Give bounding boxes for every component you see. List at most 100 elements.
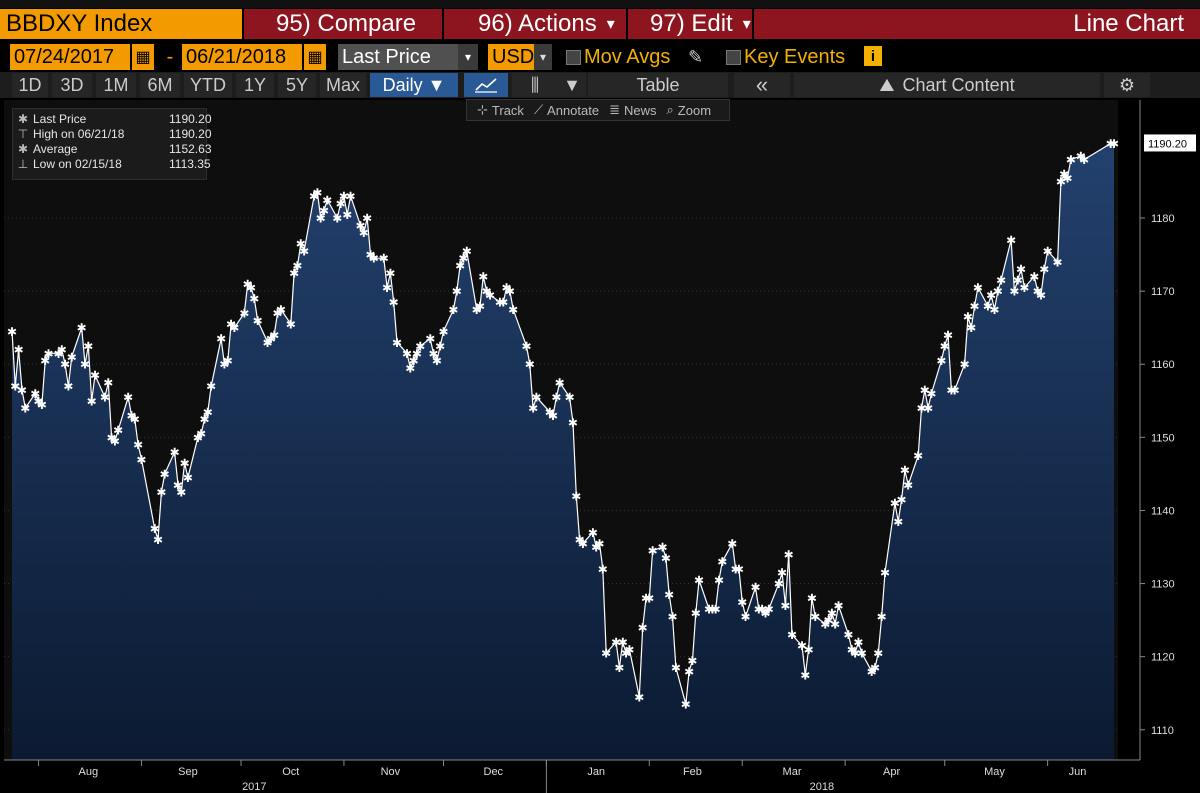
data-point: ✱ — [7, 325, 17, 339]
data-point: ✱ — [498, 296, 508, 310]
currency-dropdown-icon[interactable]: ▾ — [534, 44, 552, 70]
calendar-icon[interactable]: ▦ — [132, 44, 154, 70]
data-point: ✱ — [87, 394, 97, 408]
news-icon[interactable]: ≣ — [609, 102, 620, 117]
chart-style-dropdown-icon[interactable]: ▼ — [558, 73, 586, 97]
data-point: ✱ — [565, 391, 575, 405]
gear-icon[interactable]: ⚙ — [1104, 73, 1150, 97]
data-point: ✱ — [877, 610, 887, 624]
line-chart-icon[interactable] — [464, 73, 508, 97]
table-button[interactable]: Table — [588, 73, 728, 97]
data-point: ✱ — [727, 537, 737, 551]
data-point: ✱ — [880, 566, 890, 580]
calendar-icon[interactable]: ▦ — [304, 44, 326, 70]
period-1m[interactable]: 1M — [96, 73, 136, 97]
data-point: ✱ — [591, 541, 601, 555]
data-point: ✱ — [664, 588, 674, 602]
data-point: ✱ — [276, 303, 286, 317]
info-icon[interactable]: i — [864, 46, 882, 66]
chart-tools: ⊹ Track ⟋ Annotate ≣ News ⌕ Zoom — [466, 99, 730, 121]
period-ytd[interactable]: YTD — [184, 73, 232, 97]
data-point: ✱ — [412, 347, 422, 361]
data-point: ✱ — [299, 244, 309, 258]
data-point: ✱ — [1036, 288, 1046, 302]
start-date-field[interactable]: 07/24/2017 — [10, 44, 130, 70]
data-point: ✱ — [206, 380, 216, 394]
data-point: ✱ — [658, 541, 668, 555]
end-date-field[interactable]: 06/21/2018 — [182, 44, 302, 70]
data-point: ✱ — [359, 226, 369, 240]
last-price-tag — [1144, 134, 1196, 152]
data-point: ✱ — [873, 647, 883, 661]
edit-menu[interactable]: 97) Edit ▾ — [628, 9, 752, 39]
data-point: ✱ — [160, 467, 170, 481]
data-point: ✱ — [203, 405, 213, 419]
data-point: ✱ — [893, 515, 903, 529]
data-point: ✱ — [309, 190, 319, 204]
data-point: ✱ — [784, 548, 794, 562]
data-point: ✱ — [890, 497, 900, 511]
chart-legend[interactable]: ✱ Last Price 1190.20 ⊤ High on 06/21/18 … — [12, 108, 212, 180]
data-point: ✱ — [843, 628, 853, 642]
mov-avgs-checkbox[interactable] — [566, 50, 581, 65]
data-point: ✱ — [346, 190, 356, 204]
y-tick-label: 1180 — [1151, 213, 1175, 225]
period-3d[interactable]: 3D — [52, 73, 92, 97]
data-point: ✱ — [853, 636, 863, 650]
data-point: ✱ — [415, 339, 425, 353]
data-point: ✱ — [830, 617, 840, 631]
compare-button[interactable]: 95) Compare — [244, 9, 442, 39]
chart-content-button[interactable]: ⛰ Chart Content — [794, 73, 1100, 97]
data-point: ✱ — [528, 402, 538, 416]
period-5y[interactable]: 5Y — [278, 73, 316, 97]
period-6m[interactable]: 6M — [140, 73, 180, 97]
data-point: ✱ — [764, 603, 774, 617]
field-dropdown-icon[interactable]: ▾ — [458, 44, 478, 70]
edit-label: 97) Edit — [650, 10, 733, 37]
data-point: ✱ — [83, 339, 93, 353]
pencil-icon[interactable]: ✎ — [688, 46, 704, 67]
data-point: ✱ — [551, 391, 561, 405]
key-events-checkbox[interactable] — [726, 50, 741, 65]
field-select[interactable]: Last Price — [338, 44, 458, 70]
data-point: ✱ — [900, 464, 910, 478]
data-point: ✱ — [760, 606, 770, 620]
data-point: ✱ — [757, 603, 767, 617]
data-point: ✱ — [173, 478, 183, 492]
data-point: ✱ — [734, 562, 744, 576]
data-point: ✱ — [950, 383, 960, 397]
data-point: ✱ — [943, 329, 953, 343]
annotate-icon[interactable]: ⟋ — [533, 102, 544, 117]
data-point: ✱ — [77, 321, 87, 335]
data-point: ✱ — [989, 303, 999, 317]
legend-value: 1190.20 — [169, 112, 212, 126]
high-marker-icon: ⊤ — [17, 127, 29, 141]
data-point: ✱ — [598, 562, 608, 576]
data-point: ✱ — [741, 610, 751, 624]
bar-style-icon[interactable]: ⫼ — [512, 73, 558, 97]
data-point: ✱ — [432, 354, 442, 368]
currency-select[interactable]: USD — [488, 44, 534, 70]
zoom-tool[interactable]: Zoom — [677, 102, 712, 118]
data-point: ✱ — [43, 347, 53, 361]
annotate-tool[interactable]: Annotate — [547, 102, 600, 118]
frequency-select[interactable]: Daily ▼ — [370, 73, 458, 97]
track-icon[interactable]: ⊹ — [477, 102, 488, 117]
data-point: ✱ — [737, 595, 747, 609]
period-max[interactable]: Max — [320, 73, 366, 97]
data-point: ✱ — [14, 343, 24, 357]
year-label: 2018 — [810, 781, 834, 793]
news-tool[interactable]: News — [624, 102, 657, 118]
actions-menu[interactable]: 96) Actions ▾ — [444, 9, 626, 39]
track-tool[interactable]: Track — [491, 102, 524, 118]
period-1d[interactable]: 1D — [12, 73, 48, 97]
data-point: ✱ — [37, 398, 47, 412]
zoom-icon[interactable]: ⌕ — [666, 102, 674, 117]
period-1y[interactable]: 1Y — [236, 73, 274, 97]
back-icon[interactable]: « — [734, 72, 790, 97]
data-point: ✱ — [10, 380, 20, 394]
data-point: ✱ — [920, 383, 930, 397]
chevron-down-icon: ▾ — [606, 16, 615, 33]
security-title[interactable]: BBDXY Index — [0, 9, 242, 39]
